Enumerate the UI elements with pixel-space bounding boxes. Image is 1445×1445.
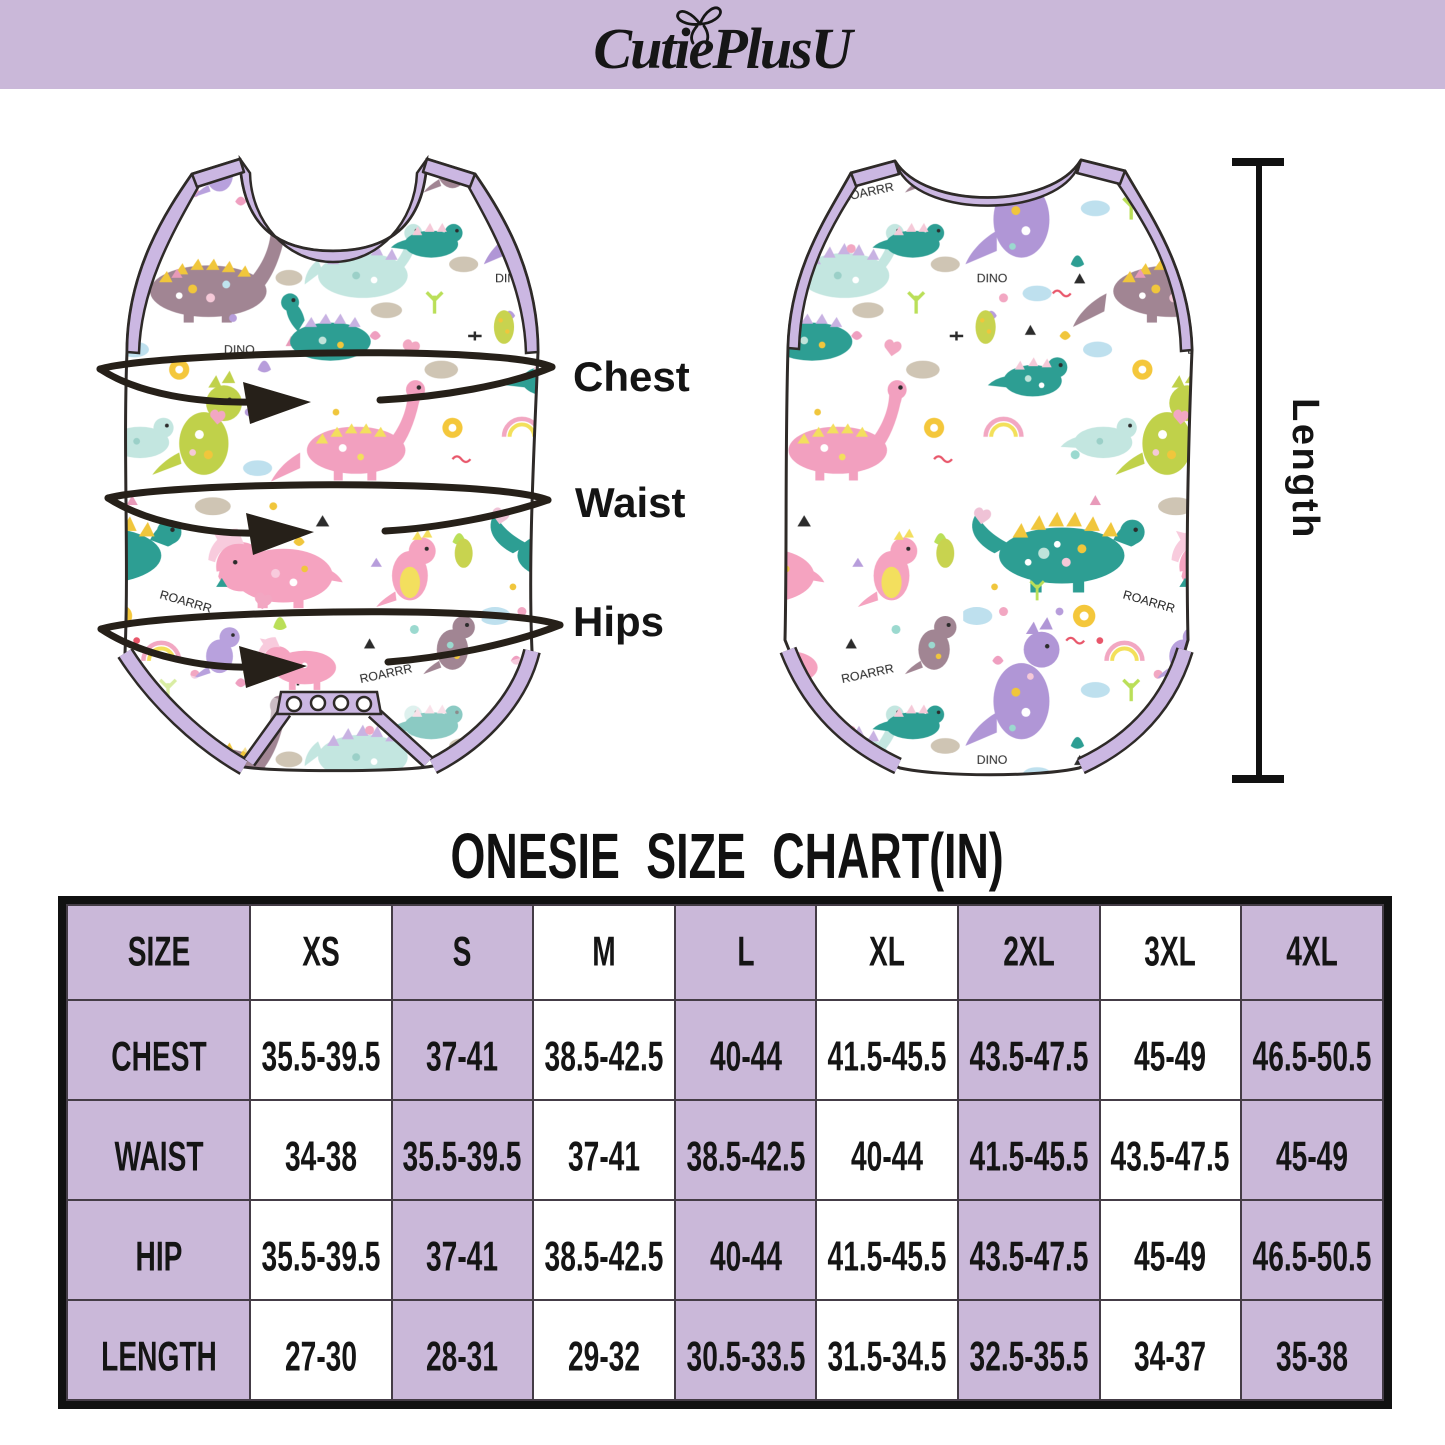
svg-text:CutiePlusU: CutiePlusU <box>593 16 855 81</box>
svg-text:Length: Length <box>1284 398 1326 540</box>
